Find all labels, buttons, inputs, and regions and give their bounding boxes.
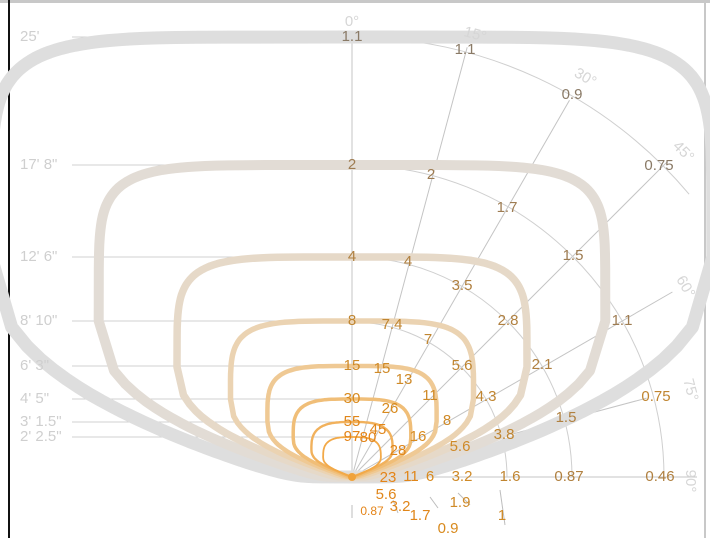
ring-value-label: 45 — [370, 421, 387, 438]
ring-value-label: 8 — [443, 412, 451, 429]
ring-value-label: 16 — [410, 428, 427, 445]
ring-value-label: 3.8 — [494, 426, 515, 443]
ring-value-label: 7 — [424, 331, 432, 348]
height-label: 3' 1.5" — [20, 413, 62, 430]
ring-value-label: 0.87 — [360, 504, 384, 518]
ring-value-label: 1.5 — [563, 247, 584, 264]
ring-value-label: 11 — [422, 387, 438, 404]
frame-top-border — [0, 0, 710, 3]
angle-label: 0° — [345, 13, 359, 30]
ring-value-label: 6 — [426, 468, 434, 485]
angle-label: 15° — [462, 23, 488, 45]
light-source-point — [348, 473, 356, 481]
ring-value-label: 80 — [360, 429, 377, 446]
frame-left-border — [8, 0, 10, 538]
angle-spoke-line — [351, 291, 673, 478]
ring-value-label: 0.9 — [438, 520, 459, 537]
ring-value-label: 1.1 — [455, 41, 476, 58]
ring-value-label: 0.75 — [641, 388, 670, 405]
height-label: 2' 2.5" — [20, 428, 62, 445]
ring-value-label: 4.3 — [476, 388, 497, 405]
angle-spoke-line — [351, 100, 570, 478]
angle-label: 75° — [679, 377, 701, 403]
height-label: 8' 10" — [20, 312, 57, 329]
ring-axis-value: 2 — [348, 156, 356, 173]
height-label: 17' 8" — [20, 156, 57, 173]
ring-value-label: 1.9 — [450, 494, 471, 511]
ring-value-label: 7.4 — [382, 316, 403, 333]
ring-value-label: 1.7 — [497, 199, 518, 216]
ring-value-label: 2.1 — [532, 356, 553, 373]
height-label: 12' 6" — [20, 248, 57, 265]
ring-value-label: 2.8 — [498, 312, 519, 329]
ring-value-label: 0.9 — [562, 86, 583, 103]
ring-value-label: 0.46 — [645, 468, 674, 485]
ring-value-label: 5.6 — [376, 486, 397, 503]
ring-axis-value: 1.1 — [342, 28, 363, 45]
ring-value-label: 26 — [382, 400, 399, 417]
ring-value-label: 3.2 — [452, 468, 473, 485]
height-label: 25' — [20, 28, 40, 45]
tick-mark — [392, 499, 399, 514]
ring-value-label: 0.75 — [644, 157, 673, 174]
ring-value-label: 11 — [403, 468, 419, 485]
ring-value-label: 3.5 — [452, 277, 473, 294]
ring-value-label: 5.6 — [452, 357, 473, 374]
reference-arc — [351, 164, 665, 478]
ring-value-label: 1 — [498, 507, 506, 524]
ring-value-label: 1.6 — [500, 468, 521, 485]
ring-value-label: 1.1 — [612, 312, 633, 329]
ring-value-label: 23 — [380, 469, 397, 486]
ring-value-label: 3.2 — [390, 498, 411, 515]
reference-arc — [351, 256, 573, 478]
height-label: 6' 3" — [20, 357, 49, 374]
tick-mark — [457, 492, 471, 506]
ring-value-label: 1.5 — [556, 409, 577, 426]
ring-value-label: 0.87 — [554, 468, 583, 485]
height-label: 4' 5" — [20, 390, 49, 407]
ring-axis-value: 4 — [348, 248, 356, 265]
ring-axis-value: 15 — [344, 357, 361, 374]
angle-label: 90° — [682, 470, 699, 493]
tick-mark — [499, 489, 506, 526]
angle-spoke-line — [351, 47, 468, 478]
ring-axis-value: 30 — [344, 390, 361, 407]
tick-mark — [429, 496, 439, 509]
ring-value-label: 5.6 — [450, 438, 471, 455]
ring-axis-value: 55 — [344, 413, 361, 430]
ring-value-label: 1.7 — [410, 507, 431, 524]
ring-value-label: 4 — [404, 253, 412, 270]
ring-value-label: 28 — [390, 442, 407, 459]
ring-axis-value: 97 — [344, 428, 361, 445]
ring-axis-value: 8 — [348, 312, 356, 329]
ring-value-label: 13 — [396, 371, 413, 388]
ring-value-label: 15 — [374, 360, 391, 377]
angle-spoke-line — [351, 161, 668, 478]
ring-value-label: 2 — [427, 166, 435, 183]
